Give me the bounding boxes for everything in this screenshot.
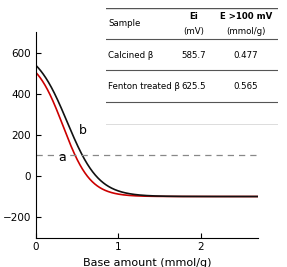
Text: Ei: Ei (190, 12, 198, 21)
Text: E >100 mV: E >100 mV (220, 12, 272, 21)
Text: a: a (58, 151, 66, 163)
Text: 0.565: 0.565 (233, 82, 258, 91)
Text: 0.477: 0.477 (233, 50, 258, 60)
Text: Fenton treated β: Fenton treated β (108, 82, 180, 91)
Text: Calcined β: Calcined β (108, 50, 153, 60)
Text: (mmol/g): (mmol/g) (226, 27, 265, 36)
Text: b: b (79, 124, 87, 137)
Text: Sample: Sample (108, 19, 140, 28)
Text: 585.7: 585.7 (182, 50, 206, 60)
X-axis label: Base amount (mmol/g): Base amount (mmol/g) (83, 258, 211, 267)
Text: 625.5: 625.5 (182, 82, 206, 91)
Text: (mV): (mV) (184, 27, 204, 36)
